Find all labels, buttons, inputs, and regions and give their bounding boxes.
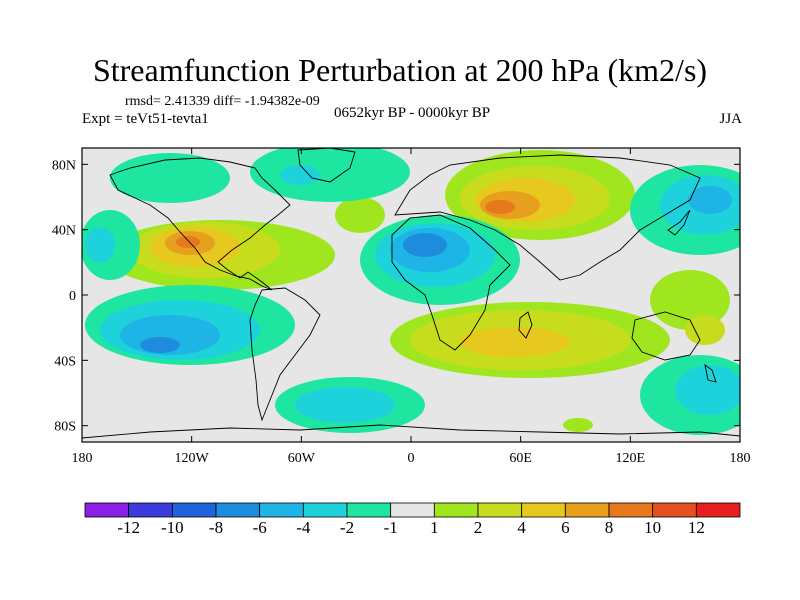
colorbar-swatch	[259, 502, 304, 518]
y-tick-label: 40S	[54, 354, 76, 369]
colorbar-swatch	[84, 502, 130, 518]
colorbar-swatch	[433, 502, 479, 518]
anomaly-south-africa	[390, 302, 670, 378]
chart-title: Streamfunction Perturbation at 200 hPa (…	[92, 52, 708, 88]
anomaly-minor-atlantic	[335, 197, 385, 233]
africa-coast	[391, 214, 511, 351]
y-tick-label: 40N	[52, 224, 76, 239]
colorbar-label: 4	[517, 518, 526, 537]
colorbar-label: 2	[474, 518, 483, 537]
colorbar-label: 6	[561, 518, 570, 537]
x-tick-label: 120W	[175, 451, 210, 466]
colorbar-swatch	[652, 502, 697, 518]
axes: 180 120W 60W 0 60E 120E 180 80N 40N 0 40S 80S	[52, 148, 751, 466]
colorbar-label: 8	[605, 518, 614, 537]
colorbar-label: -1	[384, 518, 398, 537]
x-tick-label: 0	[408, 451, 415, 466]
south-america-coast	[249, 287, 321, 422]
anomaly-north-pacific	[82, 165, 740, 280]
colorbar-swatch	[564, 502, 610, 518]
colorbar: -12 -10 -8 -6 -4 -2 -1 1 2 4 6 8 10 12	[84, 502, 741, 537]
anomaly-minor-west-pacific	[650, 270, 730, 330]
anomaly-minor-southern	[563, 418, 593, 432]
colorbar-swatch	[346, 502, 392, 518]
map-field	[82, 148, 740, 442]
colorbar-label: -4	[296, 518, 311, 537]
new-zealand-coast	[704, 363, 717, 383]
experiment-label: Expt = teVt51-tevta1	[82, 111, 209, 127]
anomaly-south-pacific	[85, 285, 295, 365]
australia-coast	[631, 311, 701, 361]
colorbar-swatch	[521, 502, 566, 518]
colorbar-swatch	[695, 502, 741, 518]
colorbar-swatch	[171, 502, 217, 518]
madagascar-coast	[518, 311, 533, 339]
x-tick-label: 60E	[509, 451, 532, 466]
colorbar-swatch	[477, 502, 523, 518]
north-america-coast	[109, 157, 291, 291]
greenland-coast	[297, 148, 356, 183]
x-tick-label: 180	[72, 451, 93, 466]
colorbar-label: -6	[253, 518, 267, 537]
anomaly-caspian	[445, 150, 635, 240]
colorbar-swatch	[390, 502, 435, 518]
anomaly-arctic	[110, 148, 410, 203]
y-tick-label: 80S	[54, 420, 76, 435]
anomaly-north-africa	[360, 215, 520, 305]
colorbar-label: 1	[430, 518, 439, 537]
x-tick-label: 60W	[288, 451, 316, 466]
japan-coast	[667, 209, 691, 236]
season-label: JJA	[719, 111, 742, 127]
period-label: 0652kyr BP - 0000kyr BP	[333, 105, 491, 121]
colorbar-label: -10	[161, 518, 184, 537]
colorbar-swatch	[128, 502, 173, 518]
colorbar-swatch	[608, 502, 654, 518]
stats-text: rmsd= 2.41339 diff= -1.94382e-09	[125, 94, 320, 109]
anomaly-mexico	[105, 220, 335, 290]
eurasia-coast	[394, 154, 701, 281]
colorbar-label: -2	[340, 518, 354, 537]
colorbar-swatch	[302, 502, 348, 518]
y-tick-label: 80N	[52, 158, 76, 173]
coastlines	[82, 148, 740, 439]
x-tick-label: 180	[730, 451, 751, 466]
colorbar-label: 12	[688, 518, 705, 537]
colorbar-label: -12	[117, 518, 140, 537]
x-tick-label: 120E	[616, 451, 646, 466]
colorbar-label: -8	[209, 518, 223, 537]
anomaly-south-indian	[640, 355, 740, 435]
colorbar-label: 10	[644, 518, 661, 537]
anomaly-southern-ocean	[275, 377, 425, 433]
anomaly-minor-west-pacific-core	[685, 315, 725, 345]
y-tick-label: 0	[69, 289, 76, 304]
antarctica-coast	[82, 424, 740, 439]
colorbar-swatch	[215, 502, 261, 518]
